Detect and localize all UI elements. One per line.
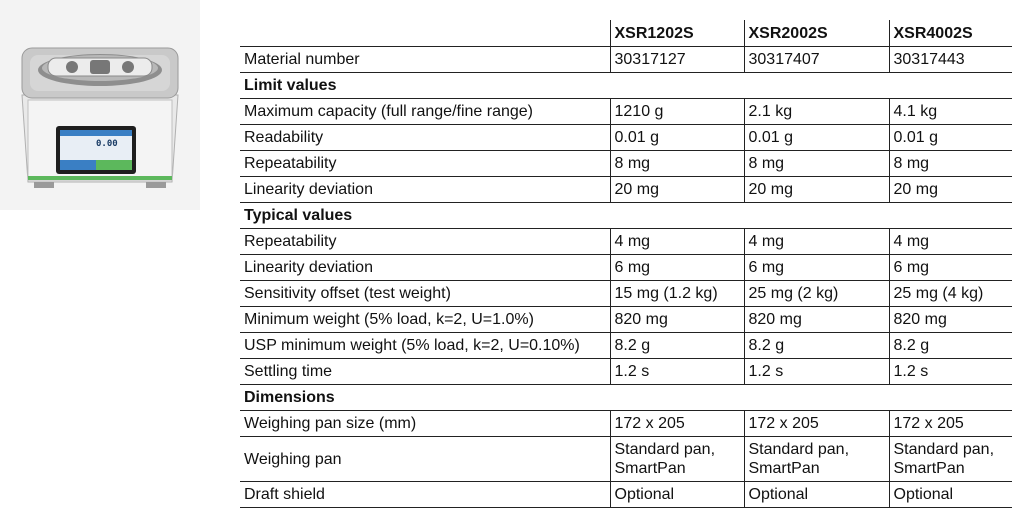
cell-value: Standard pan, SmartPan (743, 436, 889, 482)
cell-value: 2.1 kg (743, 98, 889, 125)
section-header-row: Typical values (240, 202, 1012, 229)
row-label: Readability (240, 124, 610, 151)
row-label: Linearity deviation (240, 176, 610, 203)
cell-value: 6 mg (743, 254, 889, 281)
model-header: XSR1202S (609, 20, 744, 47)
cell-value: 4 mg (888, 228, 1012, 255)
table-row: Repeatability 4 mg 4 mg 4 mg (240, 228, 1012, 255)
balance-product-image: 0.00 (0, 0, 200, 210)
section-title: Typical values (240, 202, 1012, 229)
cell-value: 8.2 g (609, 332, 744, 359)
cell-value: 0.01 g (888, 124, 1012, 151)
table-row: Linearity deviation 6 mg 6 mg 6 mg (240, 254, 1012, 281)
row-label: Weighing pan size (mm) (240, 410, 610, 437)
header-corner (240, 20, 610, 47)
cell-value: 8 mg (888, 150, 1012, 177)
cell-value: Optional (743, 481, 889, 508)
cell-value: 20 mg (888, 176, 1012, 203)
table-row: Draft shield Optional Optional Optional (240, 481, 1012, 508)
cell-value: 0.01 g (609, 124, 744, 151)
cell-value: 1.2 s (609, 358, 744, 385)
table-row: Linearity deviation 20 mg 20 mg 20 mg (240, 176, 1012, 203)
cell-value: 20 mg (743, 176, 889, 203)
cell-value: 0.01 g (743, 124, 889, 151)
row-label: USP minimum weight (5% load, k=2, U=0.10… (240, 332, 610, 359)
cell-value: 820 mg (888, 306, 1012, 333)
specification-table: XSR1202S XSR2002S XSR4002S Material numb… (240, 20, 1012, 508)
cell-value: 8 mg (609, 150, 744, 177)
section-title: Limit values (240, 72, 1012, 99)
section-title: Dimensions (240, 384, 1012, 411)
cell-value: 6 mg (888, 254, 1012, 281)
header-row: XSR1202S XSR2002S XSR4002S (240, 20, 1012, 47)
row-label: Material number (240, 46, 610, 73)
table-row: Readability 0.01 g 0.01 g 0.01 g (240, 124, 1012, 151)
row-label: Repeatability (240, 150, 610, 177)
cell-value: 172 x 205 (888, 410, 1012, 437)
table-row: Material number 30317127 30317407 303174… (240, 46, 1012, 73)
cell-value: Standard pan, SmartPan (888, 436, 1012, 482)
row-label: Minimum weight (5% load, k=2, U=1.0%) (240, 306, 610, 333)
cell-value: 8 mg (743, 150, 889, 177)
balance-illustration (21, 47, 179, 188)
cell-value: Standard pan, SmartPan (609, 436, 744, 482)
table-row: Weighing pan size (mm) 172 x 205 172 x 205… (240, 410, 1012, 437)
section-header-row: Dimensions (240, 384, 1012, 411)
cell-value: 172 x 205 (609, 410, 744, 437)
cell-value: 820 mg (609, 306, 744, 333)
table-row: Repeatability 8 mg 8 mg 8 mg (240, 150, 1012, 177)
row-label: Repeatability (240, 228, 610, 255)
cell-value: 6 mg (609, 254, 744, 281)
cell-value: 15 mg (1.2 kg) (609, 280, 744, 307)
cell-value: 30317443 (888, 46, 1012, 73)
cell-value: 25 mg (2 kg) (743, 280, 889, 307)
table-row: USP minimum weight (5% load, k=2, U=0.10… (240, 332, 1012, 359)
cell-value: Optional (888, 481, 1012, 508)
table-row: Settling time 1.2 s 1.2 s 1.2 s (240, 358, 1012, 385)
section-header-row: Limit values (240, 72, 1012, 99)
cell-value: 172 x 205 (743, 410, 889, 437)
row-label: Weighing pan (240, 436, 610, 482)
cell-value: 820 mg (743, 306, 889, 333)
cell-value: 4 mg (743, 228, 889, 255)
cell-value: 1.2 s (888, 358, 1012, 385)
cell-value: 8.2 g (743, 332, 889, 359)
terminal-reading: 0.00 (96, 139, 118, 149)
cell-value: Optional (609, 481, 744, 508)
model-header: XSR2002S (743, 20, 889, 47)
cell-value: 1.2 s (743, 358, 889, 385)
table-row: Sensitivity offset (test weight) 15 mg (1… (240, 280, 1012, 307)
cell-value: 1210 g (609, 98, 744, 125)
model-header: XSR4002S (888, 20, 1012, 47)
cell-value: 25 mg (4 kg) (888, 280, 1012, 307)
cell-value: 20 mg (609, 176, 744, 203)
cell-value: 30317127 (609, 46, 744, 73)
cell-value: 8.2 g (888, 332, 1012, 359)
row-label: Maximum capacity (full range/fine range) (240, 98, 610, 125)
row-label: Draft shield (240, 481, 610, 508)
cell-value: 4.1 kg (888, 98, 1012, 125)
row-label: Linearity deviation (240, 254, 610, 281)
table-row: Weighing pan Standard pan, SmartPan Standa… (240, 436, 1012, 482)
cell-value: 30317407 (743, 46, 889, 73)
row-label: Sensitivity offset (test weight) (240, 280, 610, 307)
row-label: Settling time (240, 358, 610, 385)
table-row: Minimum weight (5% load, k=2, U=1.0%) 820… (240, 306, 1012, 333)
table-row: Maximum capacity (full range/fine range)… (240, 98, 1012, 125)
cell-value: 4 mg (609, 228, 744, 255)
